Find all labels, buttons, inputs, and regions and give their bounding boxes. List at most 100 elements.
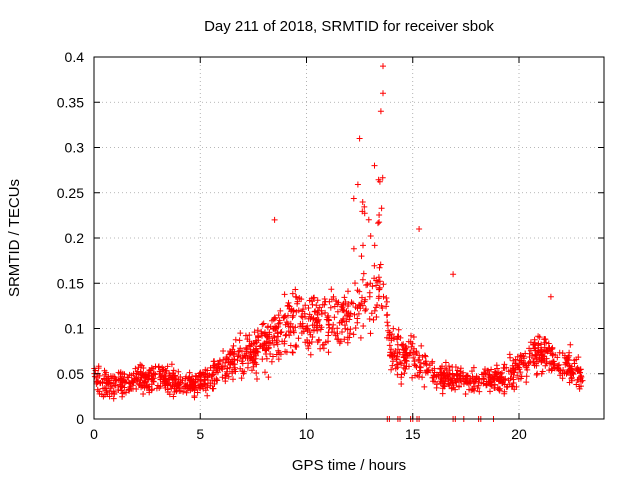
data-point <box>229 360 236 367</box>
data-point <box>359 199 366 205</box>
data-point <box>141 378 148 385</box>
data-point <box>195 374 202 380</box>
data-point <box>417 367 424 374</box>
data-point <box>232 336 239 343</box>
data-point <box>514 372 521 379</box>
data-point <box>351 311 358 318</box>
data-point <box>346 330 353 337</box>
data-point <box>325 349 332 356</box>
data-point <box>367 330 374 337</box>
data-point <box>412 362 419 369</box>
data-point <box>289 314 296 321</box>
y-tick-label: 0.15 <box>57 275 84 291</box>
data-point <box>354 315 361 322</box>
data-point <box>243 350 250 357</box>
data-point <box>282 321 289 328</box>
data-point <box>531 345 538 352</box>
data-point <box>564 355 571 362</box>
data-point <box>549 352 556 359</box>
data-point <box>96 388 103 395</box>
data-point <box>137 377 144 384</box>
data-point <box>367 233 374 239</box>
data-point <box>263 355 270 362</box>
data-point <box>186 369 193 376</box>
data-point <box>456 375 463 382</box>
data-point <box>370 316 377 323</box>
data-point <box>429 360 435 367</box>
data-point <box>339 301 346 308</box>
data-point <box>398 381 405 387</box>
data-point <box>227 350 234 357</box>
data-point <box>523 379 530 386</box>
data-point <box>242 332 249 339</box>
data-point <box>439 379 445 386</box>
data-point <box>176 381 183 388</box>
data-point <box>220 348 227 354</box>
data-point <box>502 375 509 382</box>
data-point <box>149 386 155 393</box>
data-point <box>578 383 584 390</box>
data-point <box>290 328 297 334</box>
data-point <box>244 346 250 353</box>
data-point <box>341 307 347 314</box>
data-point <box>394 364 401 371</box>
data-point <box>471 387 478 394</box>
data-point <box>170 393 177 400</box>
data-point <box>134 368 141 375</box>
data-point <box>378 205 385 212</box>
data-point <box>253 370 260 376</box>
data-point <box>268 358 275 365</box>
data-point <box>275 312 282 319</box>
data-point <box>388 346 395 353</box>
data-point <box>225 373 232 380</box>
data-point <box>495 386 502 393</box>
data-point <box>262 346 269 353</box>
data-point <box>322 339 329 346</box>
data-point <box>269 337 276 344</box>
data-point <box>315 316 322 323</box>
data-point <box>503 364 510 371</box>
data-point <box>350 331 357 338</box>
data-point <box>402 345 408 352</box>
data-point <box>138 374 145 381</box>
data-point <box>376 212 383 218</box>
data-point <box>362 307 369 314</box>
data-point <box>294 300 301 307</box>
data-point <box>403 358 410 365</box>
data-point <box>548 359 555 366</box>
data-point <box>123 389 129 396</box>
data-point <box>292 293 299 300</box>
data-point <box>249 367 255 374</box>
data-point <box>306 329 313 336</box>
data-point <box>110 373 116 380</box>
data-point <box>564 368 571 375</box>
data-point <box>390 358 396 365</box>
data-point <box>432 378 438 385</box>
x-tick-labels: 0 5 10 15 20 <box>90 426 527 442</box>
data-point <box>211 381 218 387</box>
data-point <box>538 370 545 377</box>
data-point <box>350 245 357 252</box>
data-point <box>270 353 276 360</box>
data-point <box>252 359 259 366</box>
data-point <box>100 393 107 400</box>
data-point <box>383 312 390 319</box>
data-point <box>567 341 574 348</box>
data-point <box>380 281 387 288</box>
data-point <box>380 90 386 97</box>
data-point <box>278 329 285 335</box>
data-point <box>265 374 272 381</box>
data-point <box>422 369 429 376</box>
data-point <box>345 301 352 307</box>
data-point <box>319 301 326 308</box>
data-point <box>405 338 412 345</box>
data-point <box>575 366 582 373</box>
data-point <box>375 295 382 302</box>
data-point <box>403 344 410 351</box>
data-point <box>146 383 153 390</box>
data-point <box>357 334 364 341</box>
data-point <box>316 322 323 329</box>
data-point <box>398 360 405 367</box>
data-point <box>554 354 561 361</box>
data-point <box>352 280 358 287</box>
